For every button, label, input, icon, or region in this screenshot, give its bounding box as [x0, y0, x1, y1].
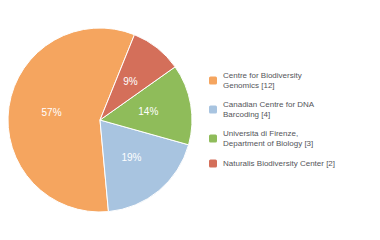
svg-text:Centre for Biodiversity: Centre for Biodiversity: [223, 71, 302, 80]
svg-text:9%: 9%: [123, 76, 138, 87]
svg-text:14%: 14%: [138, 106, 158, 117]
svg-text:Naturalis Biodiversity Center: Naturalis Biodiversity Center [2]: [223, 159, 335, 168]
svg-text:Universita di Firenze,: Universita di Firenze,: [223, 129, 298, 138]
svg-text:Genomics [12]: Genomics [12]: [223, 81, 275, 90]
svg-text:Barcoding [4]: Barcoding [4]: [223, 110, 270, 119]
svg-text:57%: 57%: [42, 107, 62, 118]
svg-text:19%: 19%: [121, 152, 141, 163]
svg-text:Canadian Centre for DNA: Canadian Centre for DNA: [223, 100, 315, 109]
svg-text:Department of Biology [3]: Department of Biology [3]: [223, 139, 313, 148]
